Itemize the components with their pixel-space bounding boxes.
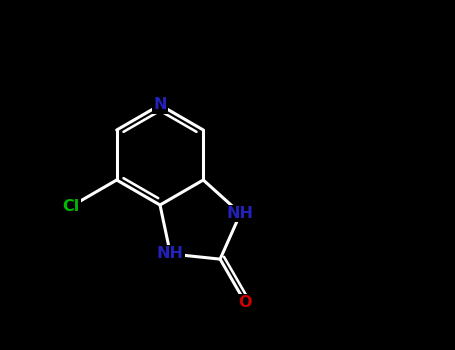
Text: O: O: [238, 295, 252, 310]
Text: Cl: Cl: [63, 199, 80, 214]
Text: NH: NH: [227, 206, 254, 221]
Text: NH: NH: [157, 246, 184, 261]
Text: N: N: [153, 98, 167, 112]
